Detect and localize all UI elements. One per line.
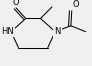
Text: O: O [12, 0, 19, 7]
Text: HN: HN [1, 27, 14, 36]
Text: O: O [72, 0, 79, 9]
Text: N: N [54, 27, 61, 36]
